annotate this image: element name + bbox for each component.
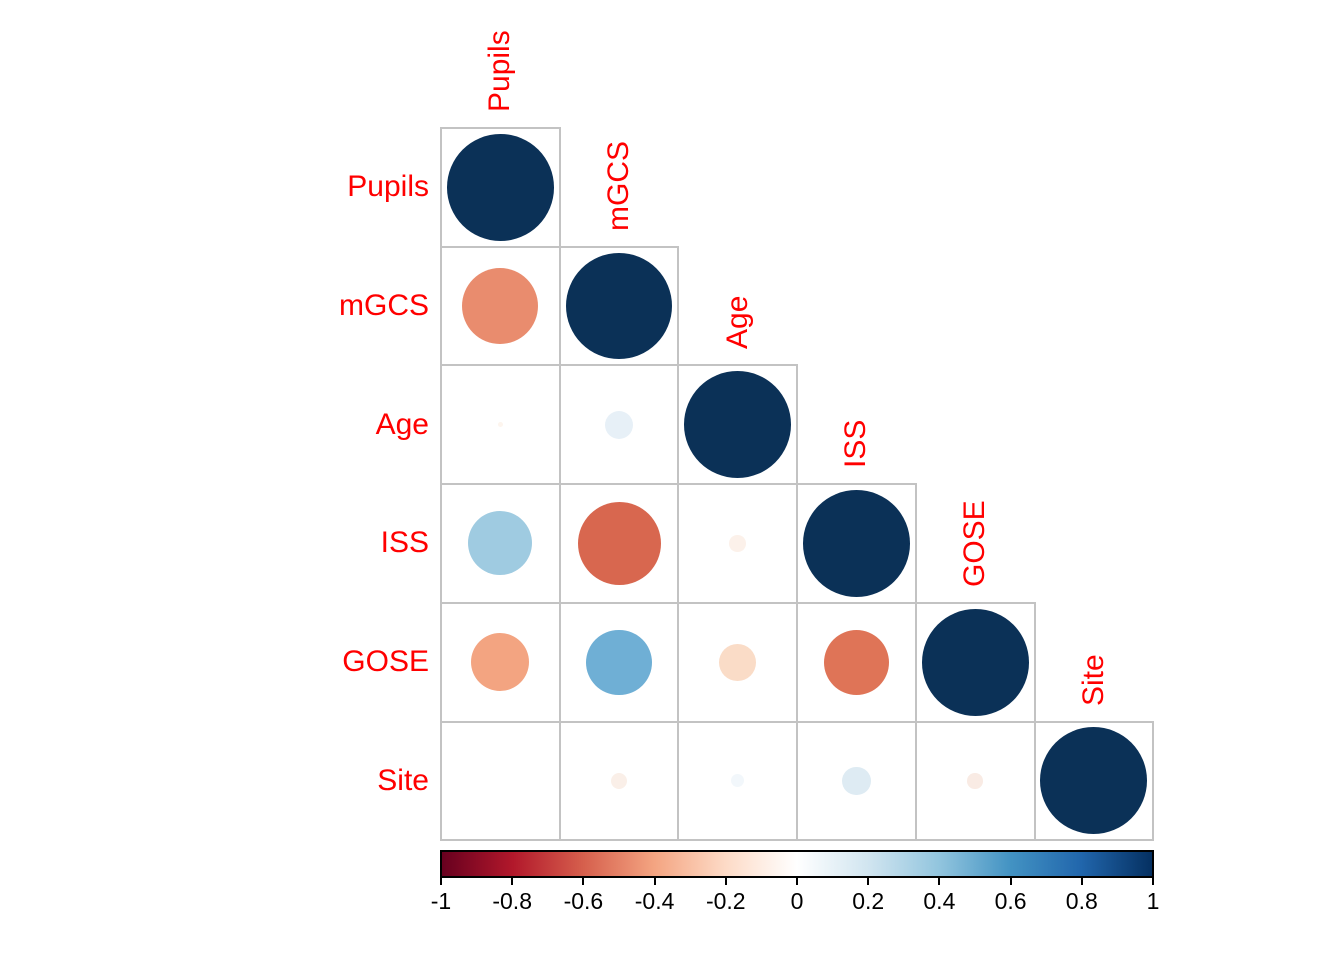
corr-circle-gose-mgcs (586, 629, 652, 695)
row-label-site: Site (377, 763, 429, 797)
corr-circle-site-mgcs (610, 772, 628, 790)
colorbar-tick-label: 0.8 (1065, 888, 1098, 914)
col-label-age: Age (720, 296, 754, 350)
corr-circle-gose-gose (921, 608, 1029, 716)
grid-line-vertical (677, 245, 680, 842)
col-label-pupils: Pupils (483, 30, 517, 112)
grid-line-horizontal (440, 601, 1036, 604)
row-label-pupils: Pupils (347, 170, 429, 204)
colorbar-tick-label: 0 (790, 888, 804, 914)
colorbar-tick (1080, 878, 1083, 885)
grid-line-horizontal (440, 720, 1155, 723)
row-label-iss: ISS (380, 526, 429, 560)
colorbar-tick (1152, 878, 1154, 885)
corr-circle-site-site (1040, 727, 1148, 835)
corr-circle-gose-iss (823, 629, 890, 695)
colorbar-tick-label: 1 (1146, 888, 1160, 914)
colorbar-tick-label: -0.2 (705, 888, 746, 914)
colorbar-tick-label: 0.6 (994, 888, 1027, 914)
corr-circle-iss-mgcs (577, 501, 661, 585)
colorbar-tick (796, 878, 798, 885)
corr-circle-site-iss (842, 766, 871, 796)
corr-circle-iss-iss (803, 490, 910, 597)
corr-circle-age-age (684, 371, 792, 479)
colorbar-gradient (440, 850, 1154, 878)
colorbar-tick (867, 878, 870, 885)
row-label-age: Age (375, 407, 429, 441)
row-label-gose: GOSE (342, 645, 429, 679)
col-label-gose: GOSE (958, 500, 992, 587)
colorbar-tick (938, 878, 941, 885)
colorbar-tick (511, 878, 514, 885)
corr-circle-age-mgcs (604, 410, 634, 439)
corr-circle-pupils-pupils (446, 133, 554, 241)
colorbar-tick-label: -0.4 (634, 888, 675, 914)
colorbar-tick (582, 878, 585, 885)
colorbar-tick (653, 878, 656, 885)
col-label-iss: ISS (839, 419, 873, 469)
grid-line-horizontal (440, 483, 917, 486)
colorbar-tick (724, 878, 727, 885)
colorbar-tick-label: -0.6 (563, 888, 604, 914)
corr-circle-gose-pupils (471, 633, 530, 692)
corr-circle-iss-pupils (468, 511, 533, 576)
grid-line-vertical (1033, 601, 1036, 842)
corr-circle-age-pupils (497, 422, 503, 428)
grid-line-horizontal (440, 127, 561, 129)
corr-circle-site-age (731, 774, 745, 788)
colorbar-tick (1009, 878, 1012, 885)
colorbar-tick (440, 878, 442, 885)
col-label-site: Site (1076, 653, 1110, 706)
corr-circle-mgcs-mgcs (565, 252, 673, 360)
row-label-mgcs: mGCS (339, 289, 429, 323)
colorbar-tick-label: -1 (430, 888, 452, 914)
corr-circle-gose-age (719, 643, 757, 681)
corr-circle-iss-age (729, 535, 747, 552)
corr-circle-site-gose (967, 773, 983, 789)
grid-line-vertical (1152, 720, 1155, 842)
grid-line-vertical (914, 483, 917, 842)
col-label-mgcs: mGCS (602, 140, 636, 231)
corr-circle-mgcs-pupils (462, 268, 539, 345)
grid-line-horizontal (440, 839, 1155, 842)
colorbar-tick-label: 0.2 (852, 888, 885, 914)
grid-line-horizontal (440, 364, 799, 367)
colorbar-tick-label: -0.8 (492, 888, 532, 914)
colorbar-tick-label: 0.4 (923, 888, 956, 914)
